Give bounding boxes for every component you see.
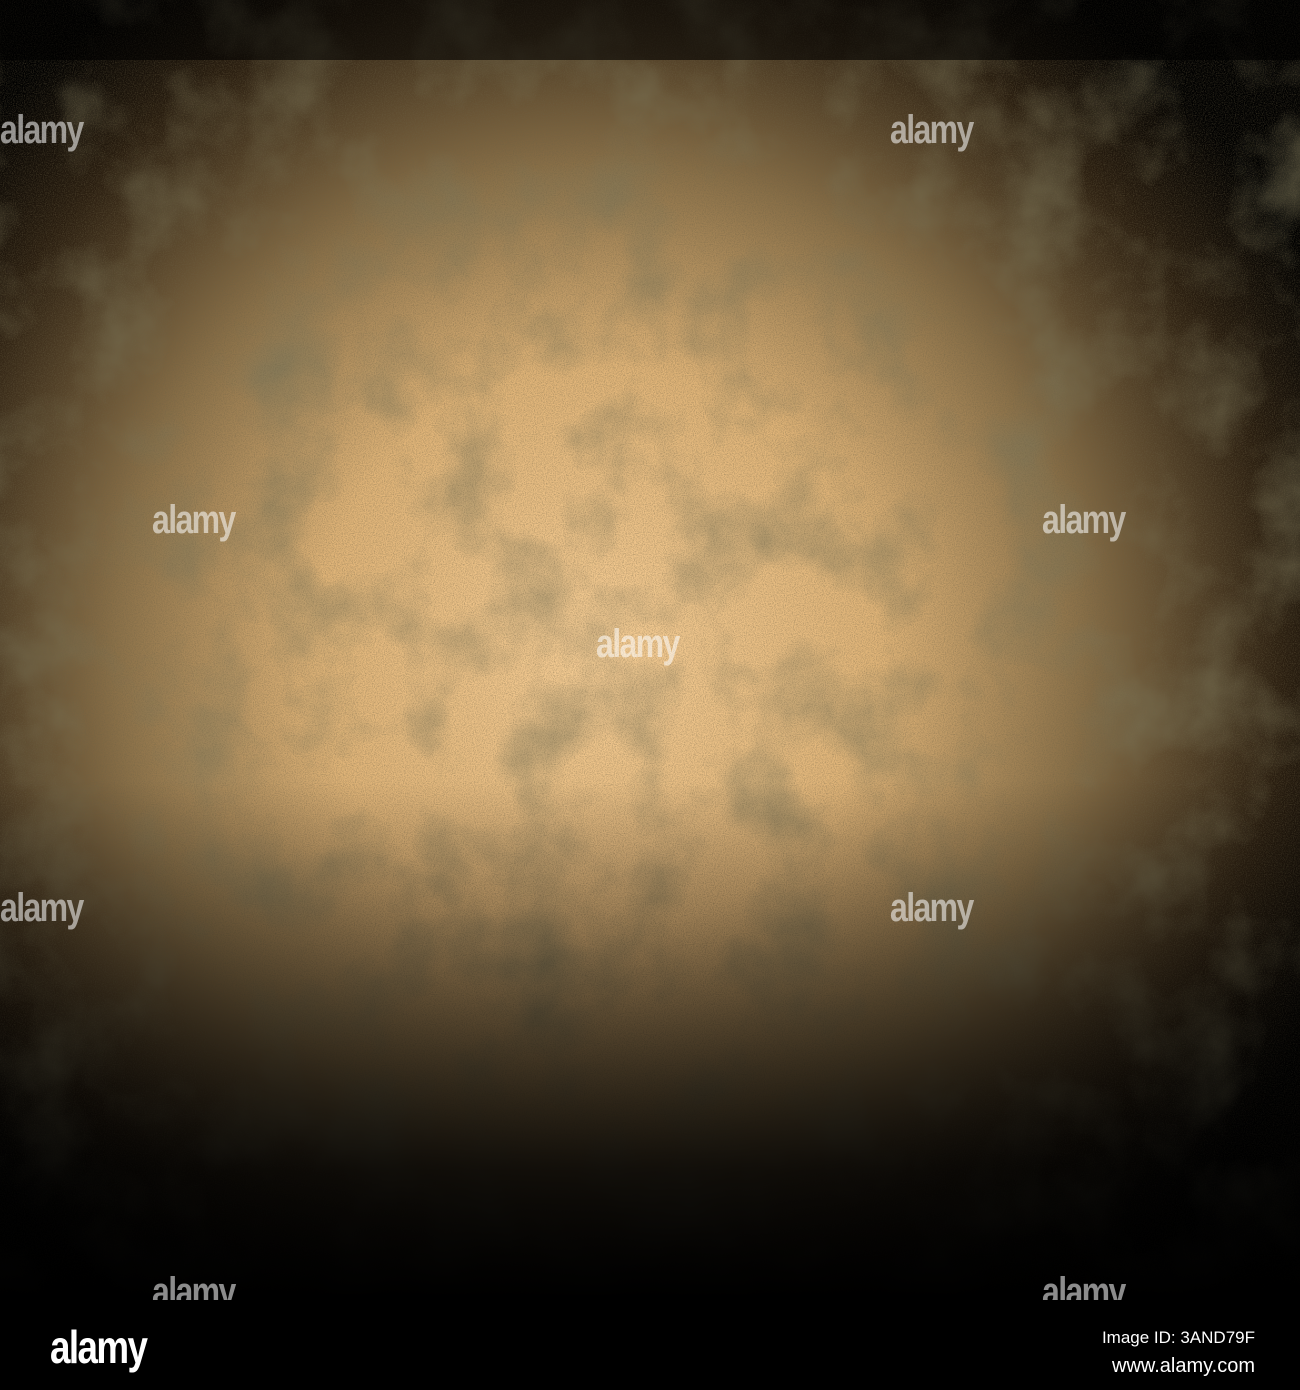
watermark: alamy xyxy=(1042,498,1126,542)
watermark: alamy xyxy=(596,622,680,666)
watermark: alamy xyxy=(890,108,974,152)
grunge-texture-photo xyxy=(0,0,1300,1300)
watermark: alamy xyxy=(0,886,84,930)
image-id: Image ID: 3AND79F xyxy=(1101,1328,1255,1347)
footer-bar: alamy Image ID: 3AND79F www.alamy.com xyxy=(0,1300,1300,1390)
watermark: alamy xyxy=(0,108,84,152)
watermark: alamy xyxy=(890,886,974,930)
alamy-logo: alamy xyxy=(50,1321,148,1373)
watermark: alamy xyxy=(152,498,236,542)
website-link[interactable]: www.alamy.com xyxy=(1112,1355,1255,1377)
